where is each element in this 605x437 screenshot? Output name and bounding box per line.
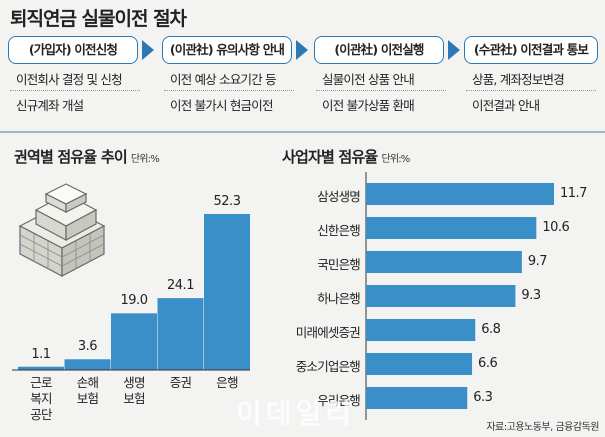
step-1-head: (가입자) 이전신청 [8,36,138,64]
left-category-line: 증권 [169,375,192,390]
left-bar-3 [111,313,157,370]
left-category-3: 생명 보험 [111,375,157,407]
right-chart-title: 사업자별 점유율 단위:% [282,146,410,167]
left-chart-title: 권역별 점유율 추이 단위:% [14,146,160,167]
left-bar-1 [18,366,64,370]
right-bar-5 [366,319,476,341]
money-stack-illustration [18,183,106,277]
right-bar-value-3: 9.7 [527,254,548,269]
left-chart-title-text: 권역별 점유율 추이 [14,148,128,166]
step-2-divider [164,90,294,91]
right-bar-1 [366,183,554,205]
left-chart-bars [18,214,250,370]
step-3-head: (이관社) 이전실행 [314,36,444,64]
source-note: 자료:고용노동부, 금융감독원 [486,422,599,433]
step-1-item-1: 이전회사 결정 및 신청 [16,72,123,87]
left-category-line: 손해 [76,375,99,390]
left-category-4: 증권 [158,375,204,391]
right-bar-3 [366,251,522,273]
step-1-divider [10,90,140,91]
right-category-7: 우리은행 [317,393,361,408]
right-bar-value-7: 6.3 [473,390,493,405]
left-chart-unit: 단위:% [130,154,160,165]
step-2-item-2: 이전 불가시 현금이전 [170,98,273,113]
step-4: (수관社) 이전결과 통보 상품, 계좌정보변경 이전결과 안내 [464,36,604,128]
left-category-line: 보험 [123,391,145,406]
right-bar-7 [366,387,468,409]
left-category-line: 생명 [123,375,145,390]
step-4-divider [466,90,596,91]
step-4-item-1: 상품, 계좌정보변경 [472,72,565,87]
right-category-1: 삼성생명 [317,189,361,204]
right-bar-value-5: 6.8 [481,322,501,337]
arrow-right-icon [296,40,308,60]
left-bar-4 [157,298,204,370]
right-chart-unit: 단위:% [381,154,410,165]
left-chart-svg [12,214,250,371]
left-category-line: 은행 [216,375,238,390]
left-category-1: 근로 복지 공단 [18,375,64,423]
left-bar-2 [64,359,111,370]
step-3: (이관社) 이전실행 실물이전 상품 안내 이전 불가상품 환매 [314,36,450,128]
left-category-2: 손해 보험 [65,375,111,407]
right-bar-value-2: 10.6 [542,220,570,235]
step-2-head: (이관社) 유의사항 안내 [162,36,292,64]
watermark: 이데일리 [236,397,356,430]
section-divider [0,131,605,133]
right-bar-value-6: 6.6 [478,356,498,371]
right-bar-4 [366,285,516,307]
left-category-line: 근로 [30,375,52,390]
right-bar-2 [366,217,537,239]
step-1: (가입자) 이전신청 이전회사 결정 및 신청 신규계좌 개설 [8,36,144,128]
left-bar-value-4: 24.1 [167,278,194,294]
left-category-line: 복지 [30,391,52,406]
step-4-item-2: 이전결과 안내 [472,98,540,113]
right-category-2: 신한은행 [317,223,361,238]
left-bar-value-5: 52.3 [213,194,241,209]
right-bar-6 [366,353,473,375]
right-chart-title-text: 사업자별 점유율 [282,148,378,166]
left-bar-5 [204,214,250,370]
left-category-line: 보험 [76,391,99,406]
right-category-6: 중소기업은행 [295,359,361,374]
right-category-4: 하나은행 [317,291,361,306]
left-bar-value-1: 1.1 [31,346,51,362]
step-3-item-2: 이전 불가상품 환매 [322,98,415,113]
right-chart-bars [366,183,554,409]
step-4-head: (수관社) 이전결과 통보 [464,36,598,64]
arrow-right-icon [448,40,460,60]
step-3-divider [316,90,446,91]
left-bar-value-3: 19.0 [120,293,148,309]
right-bar-value-4: 9.3 [521,288,541,303]
right-category-3: 국민은행 [317,257,361,272]
right-category-5: 미래에셋증권 [295,325,361,340]
step-1-item-2: 신규계좌 개설 [16,98,84,113]
arrow-right-icon [142,40,154,60]
step-3-item-1: 실물이전 상품 안내 [322,72,415,87]
step-2-item-1: 이전 예상 소요기간 등 [170,72,277,87]
left-bar-value-2: 3.6 [77,339,98,355]
right-bar-value-1: 11.7 [560,186,587,201]
left-category-line: 공단 [30,407,52,422]
step-2: (이관社) 유의사항 안내 이전 예상 소요기간 등 이전 불가시 현금이전 [162,36,298,128]
page-title: 퇴직연금 실물이전 절차 [10,8,187,30]
left-category-5: 은행 [204,375,250,391]
